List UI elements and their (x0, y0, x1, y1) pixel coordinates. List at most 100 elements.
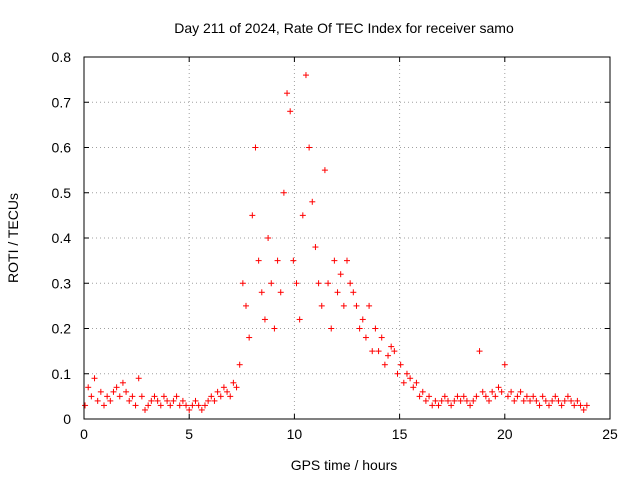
data-point (523, 393, 530, 400)
data-point (224, 388, 231, 395)
data-point (107, 397, 114, 404)
data-point (441, 393, 448, 400)
data-point (403, 370, 410, 377)
data-point (381, 361, 388, 368)
axis-ticks (83, 56, 611, 420)
data-point (542, 397, 549, 404)
data-point (517, 388, 524, 395)
data-point (369, 348, 376, 355)
data-point (302, 72, 309, 79)
data-point (334, 289, 341, 296)
data-point (164, 397, 171, 404)
data-point (511, 397, 518, 404)
data-point (435, 402, 442, 409)
data-point (268, 280, 275, 287)
data-point (97, 388, 104, 395)
data-point (145, 402, 152, 409)
grid-lines (84, 57, 610, 419)
data-point (407, 375, 414, 382)
data-point (467, 402, 474, 409)
data-point (340, 302, 347, 309)
data-point (201, 402, 208, 409)
data-point (555, 397, 562, 404)
data-point (217, 393, 224, 400)
data-point (290, 257, 297, 264)
data-point (508, 388, 515, 395)
data-point (337, 271, 344, 278)
y-tick-label: 0.7 (52, 94, 72, 110)
data-point (552, 393, 559, 400)
data-point (258, 289, 265, 296)
data-point (375, 348, 382, 355)
data-point (463, 397, 470, 404)
data-point (277, 289, 284, 296)
data-point (504, 393, 511, 400)
data-point (195, 402, 202, 409)
data-point (151, 393, 158, 400)
x-tick-labels: 0 5 10 15 20 25 (80, 426, 618, 442)
y-tick-labels: 0 0.1 0.2 0.3 0.4 0.5 0.6 0.7 0.8 (52, 49, 72, 427)
data-point (454, 393, 461, 400)
data-point (135, 375, 142, 382)
data-point (561, 397, 568, 404)
data-point (378, 334, 385, 341)
data-point (492, 393, 499, 400)
data-point (271, 325, 278, 332)
data-point (176, 402, 183, 409)
data-point (325, 280, 332, 287)
data-point (489, 388, 496, 395)
data-point (571, 402, 578, 409)
x-axis-label: GPS time / hours (291, 457, 398, 473)
data-point (545, 402, 552, 409)
data-point (473, 393, 480, 400)
x-tick-label: 25 (602, 426, 618, 442)
data-point (549, 397, 556, 404)
data-point (580, 406, 587, 413)
data-point (315, 280, 322, 287)
data-point (318, 302, 325, 309)
y-tick-label: 0.5 (52, 185, 72, 201)
data-point (419, 388, 426, 395)
data-point (527, 397, 534, 404)
data-point (214, 388, 221, 395)
data-point (385, 352, 392, 359)
data-point (265, 235, 272, 241)
data-point (394, 370, 401, 377)
data-point (438, 397, 445, 404)
data-point (173, 393, 180, 400)
data-point (362, 334, 369, 341)
data-point (113, 384, 120, 391)
data-point (246, 334, 253, 341)
data-point (470, 397, 477, 404)
data-point (211, 397, 218, 404)
x-tick-label: 20 (497, 426, 513, 442)
data-point (432, 397, 439, 404)
data-point (100, 402, 107, 409)
data-point (498, 388, 505, 395)
data-point (94, 397, 101, 404)
data-point (255, 257, 262, 264)
data-point (400, 379, 407, 386)
data-point (479, 388, 486, 395)
data-point (236, 361, 243, 368)
data-point (123, 388, 130, 395)
data-point (328, 325, 335, 332)
data-point (239, 280, 246, 287)
data-point (312, 244, 319, 251)
data-point (119, 379, 126, 386)
data-point (82, 402, 89, 409)
data-point (482, 393, 489, 400)
data-point (444, 397, 451, 404)
data-point (533, 397, 540, 404)
data-point (126, 397, 133, 404)
data-point (154, 397, 161, 404)
data-point (293, 280, 300, 287)
data-point (397, 361, 404, 368)
x-tick-label: 0 (80, 426, 88, 442)
data-point (227, 393, 234, 400)
data-point (220, 384, 227, 391)
data-point (306, 144, 313, 151)
y-tick-label: 0.3 (52, 275, 72, 291)
data-point (539, 393, 546, 400)
